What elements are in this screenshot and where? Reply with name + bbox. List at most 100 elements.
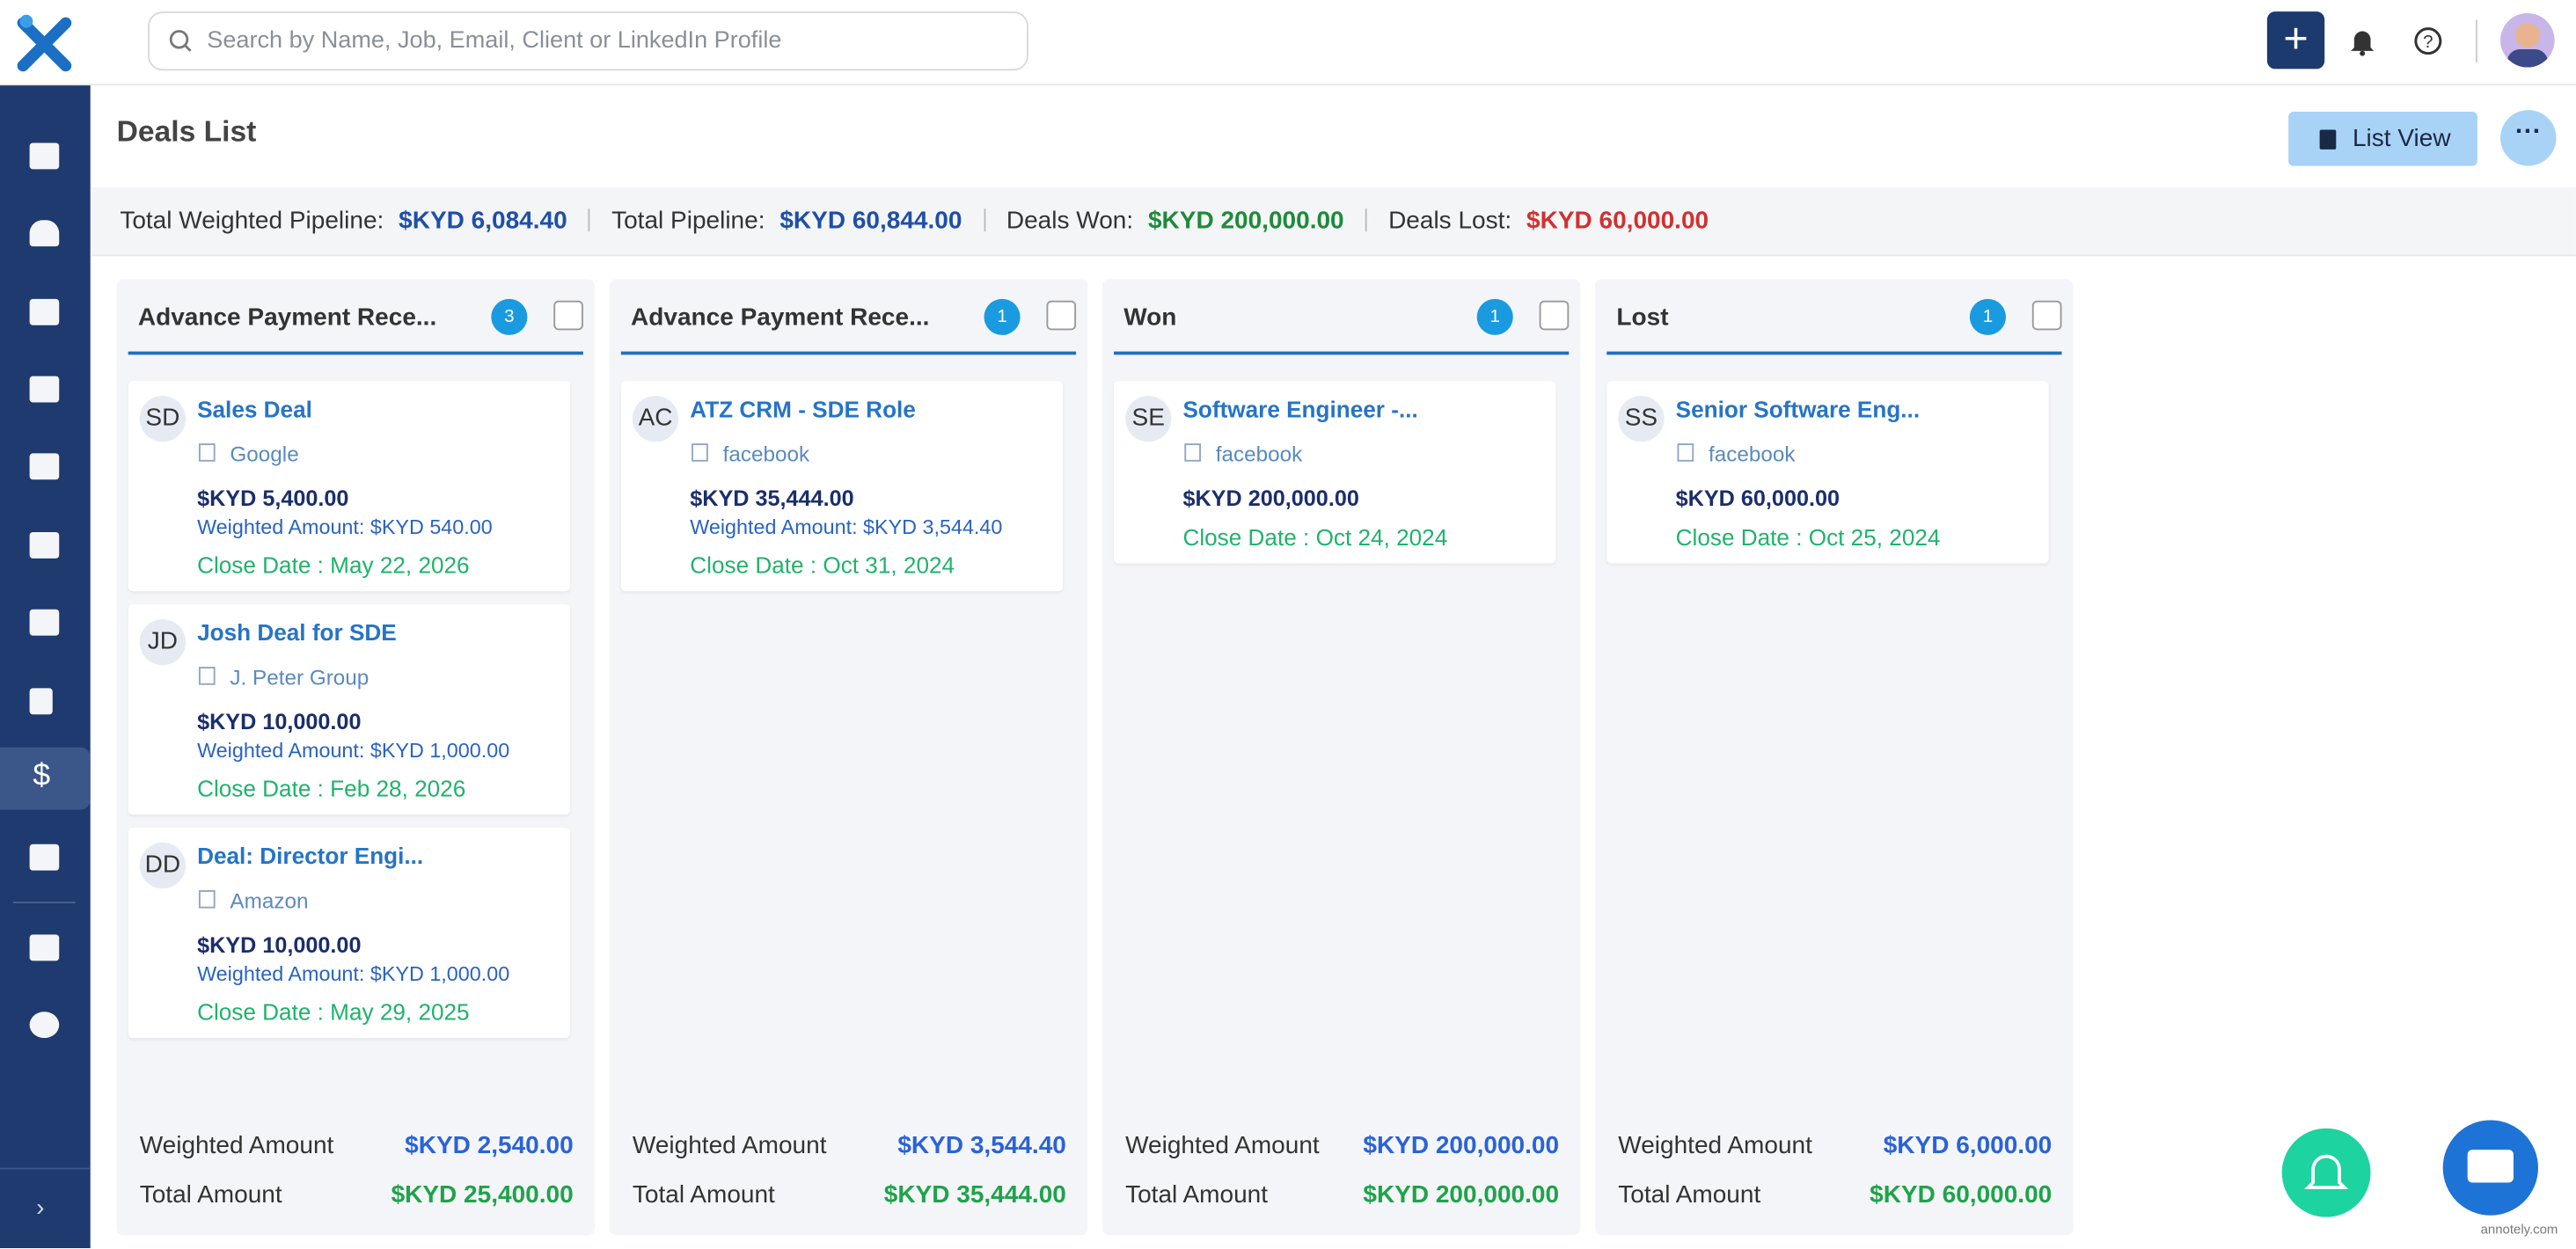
expand-button[interactable]: › bbox=[36, 1194, 45, 1223]
sidebar bbox=[0, 85, 91, 1249]
summary-item: Deals Lost: $KYD 60,000.00 bbox=[1388, 207, 1709, 235]
deal-card[interactable]: DD Deal: Director Engi... Amazon $KYD 10,00… bbox=[128, 828, 570, 1039]
add-button[interactable]: + bbox=[2266, 11, 2325, 69]
column-underline bbox=[620, 351, 1077, 355]
logo[interactable] bbox=[13, 13, 76, 72]
nav-deals[interactable]: $ bbox=[33, 758, 51, 793]
summary-value: $KYD 60,844.00 bbox=[779, 207, 962, 236]
column-checkbox[interactable] bbox=[553, 300, 583, 331]
card-amount: $KYD 10,000.00 bbox=[197, 932, 362, 958]
nav-billing[interactable] bbox=[29, 844, 60, 871]
footer-weighted-value: $KYD 200,000.00 bbox=[1363, 1131, 1560, 1160]
card-name[interactable]: Josh Deal for SDE bbox=[197, 618, 397, 646]
notify-fab[interactable] bbox=[2281, 1128, 2371, 1217]
svg-text:?: ? bbox=[2423, 32, 2433, 52]
card-amount: $KYD 5,400.00 bbox=[197, 486, 349, 511]
deal-column: Won 1 SE Software Engineer -... facebook $KYD… bbox=[1101, 279, 1581, 1236]
column-checkbox[interactable] bbox=[1046, 300, 1077, 331]
search-placeholder: Search by Name, Job, Email, Client or Li… bbox=[207, 27, 782, 55]
column-underline bbox=[128, 351, 583, 355]
sidebar-footer bbox=[0, 1167, 91, 1170]
company-icon bbox=[198, 667, 216, 685]
card-initials: AC bbox=[632, 396, 679, 442]
column-underline bbox=[1606, 351, 2062, 355]
card-amount: $KYD 35,444.00 bbox=[690, 486, 854, 511]
deal-card[interactable]: SD Sales Deal Google $KYD 5,400.00 Weighted … bbox=[128, 381, 570, 592]
deal-column: Advance Payment Rece... 1 AC ATZ CRM - SDE … bbox=[609, 279, 1088, 1236]
card-name[interactable]: Senior Software Eng... bbox=[1675, 396, 1921, 422]
column-count: 1 bbox=[1969, 298, 2006, 335]
more-button[interactable]: ··· bbox=[2500, 110, 2557, 166]
summary-value: $KYD 6,084.40 bbox=[399, 207, 567, 236]
footer-total-value: $KYD 25,400.00 bbox=[391, 1180, 574, 1209]
list-view-button[interactable]: List View bbox=[2288, 111, 2477, 166]
summary-value: $KYD 200,000.00 bbox=[1147, 207, 1344, 236]
card-name[interactable]: Software Engineer -... bbox=[1182, 396, 1418, 422]
divider bbox=[2476, 19, 2477, 62]
card-weighted: Weighted Amount: $KYD 1,000.00 bbox=[197, 739, 510, 763]
footer-weighted-label: Weighted Amount bbox=[1125, 1131, 1320, 1160]
card-close-date: Close Date : May 22, 2026 bbox=[197, 551, 470, 579]
company-icon bbox=[692, 443, 708, 462]
deal-card[interactable]: AC ATZ CRM - SDE Role facebook $KYD 35,444.… bbox=[620, 381, 1064, 592]
page-title: Deals List bbox=[116, 114, 257, 149]
sidebar-active[interactable] bbox=[0, 747, 91, 810]
card-name[interactable]: Deal: Director Engi... bbox=[197, 842, 424, 869]
footer-total-label: Total Amount bbox=[139, 1180, 282, 1209]
card-name[interactable]: Sales Deal bbox=[197, 396, 312, 422]
card-initials: JD bbox=[139, 618, 187, 666]
summary: Total Weighted Pipeline: $KYD 6,084.40 Tot… bbox=[120, 207, 1709, 235]
footer-total-label: Total Amount bbox=[632, 1180, 775, 1209]
summary-item: Deals Won: $KYD 200,000.00 bbox=[1006, 207, 1344, 235]
avatar[interactable] bbox=[2500, 12, 2555, 68]
summary-item: Total Pipeline: $KYD 60,844.00 bbox=[611, 207, 962, 235]
column-checkbox[interactable] bbox=[2031, 300, 2062, 331]
column-count: 3 bbox=[491, 298, 528, 335]
help-icon[interactable]: ? bbox=[2413, 26, 2443, 56]
nav-tasks[interactable] bbox=[29, 934, 60, 961]
nav-mail[interactable] bbox=[29, 532, 60, 559]
card-initials: SE bbox=[1125, 396, 1172, 442]
summary-bar bbox=[91, 186, 2576, 257]
summary-item: Total Weighted Pipeline: $KYD 6,084.40 bbox=[120, 207, 567, 235]
chat-fab[interactable] bbox=[2442, 1120, 2538, 1216]
company-icon bbox=[198, 890, 216, 909]
deal-card[interactable]: SE Software Engineer -... facebook $KYD 200… bbox=[1114, 381, 1556, 564]
nav-calendar[interactable] bbox=[29, 609, 60, 636]
card-initials: DD bbox=[139, 842, 187, 889]
footer-weighted-value: $KYD 6,000.00 bbox=[1883, 1131, 2053, 1160]
column-title: Advance Payment Rece... bbox=[137, 303, 437, 332]
search-box[interactable] bbox=[148, 11, 1028, 71]
card-company: Google bbox=[230, 442, 299, 467]
card-close-date: Close Date : May 29, 2025 bbox=[197, 998, 470, 1026]
search-icon bbox=[169, 30, 192, 52]
summary-label: Total Pipeline: bbox=[611, 207, 765, 236]
sidebar-divider bbox=[12, 902, 76, 904]
card-weighted: Weighted Amount: $KYD 540.00 bbox=[197, 515, 493, 539]
summary-label: Deals Won: bbox=[1006, 207, 1134, 236]
column-checkbox[interactable] bbox=[1539, 300, 1570, 331]
nav-dashboard[interactable] bbox=[29, 142, 60, 170]
nav-jobs[interactable] bbox=[29, 298, 60, 325]
card-initials: SD bbox=[139, 396, 187, 442]
footer-total-value: $KYD 60,000.00 bbox=[1870, 1180, 2053, 1209]
nav-history[interactable] bbox=[29, 1012, 60, 1039]
card-company: facebook bbox=[1215, 442, 1303, 467]
footer-weighted-value: $KYD 2,540.00 bbox=[405, 1131, 574, 1160]
nav-candidates[interactable] bbox=[29, 220, 60, 247]
column-count: 1 bbox=[984, 298, 1021, 335]
card-company: facebook bbox=[1708, 442, 1796, 467]
card-name[interactable]: ATZ CRM - SDE Role bbox=[690, 396, 916, 422]
bell-icon[interactable] bbox=[2349, 26, 2375, 56]
nav-clients[interactable] bbox=[29, 376, 60, 403]
column-title: Lost bbox=[1616, 303, 1669, 332]
deal-card[interactable]: JD Josh Deal for SDE J. Peter Group $KYD 10… bbox=[128, 604, 570, 815]
footer-total-label: Total Amount bbox=[1618, 1180, 1761, 1209]
card-amount: $KYD 10,000.00 bbox=[197, 709, 362, 734]
nav-contacts[interactable] bbox=[29, 453, 60, 480]
card-close-date: Close Date : Oct 25, 2024 bbox=[1675, 523, 1941, 551]
nav-reports[interactable] bbox=[29, 688, 53, 715]
card-weighted: Weighted Amount: $KYD 1,000.00 bbox=[197, 962, 510, 986]
deal-card[interactable]: SS Senior Software Eng... facebook $KYD 60,… bbox=[1606, 381, 2049, 564]
